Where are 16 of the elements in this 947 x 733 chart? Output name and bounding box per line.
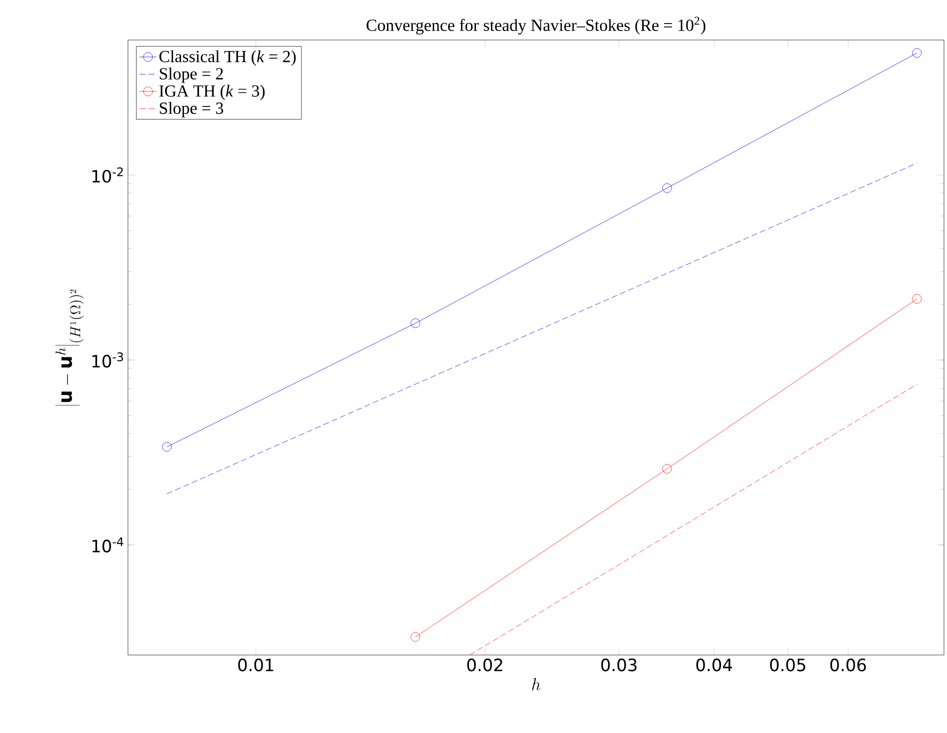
legend-label: Slope = 3 [160,102,224,118]
y-tick-label: 10$^{-4}$ [92,537,124,552]
chart-title: Convergence for steady Navier–Stokes (Re = 10$^{2}$) [366,16,706,35]
legend-label: IGA TH (k = 3) [159,84,265,100]
x-tick-label: 0.05 [770,658,806,672]
x-tick-label: 0.03 [601,658,637,672]
y-tick-label: 10$^{-2}$ [92,167,123,183]
x-tick-label: 0.04 [696,658,732,672]
x-axis-title: $h$ [532,678,540,690]
legend-label: Slope = 2 [160,68,223,83]
y-axis-title: $\left|\mathbf{u}-\mathbf{u}^h\right|_{(H^1(\Omega))^2}$ [55,290,84,406]
x-tick-label: 0.06 [830,658,866,672]
x-tick-label: 0.02 [467,658,502,672]
y-tick-label: 10$^{-3}$ [92,352,124,368]
legend-label: Classical TH (k = 2) [159,50,296,66]
x-tick-label: 0.01 [238,658,274,672]
